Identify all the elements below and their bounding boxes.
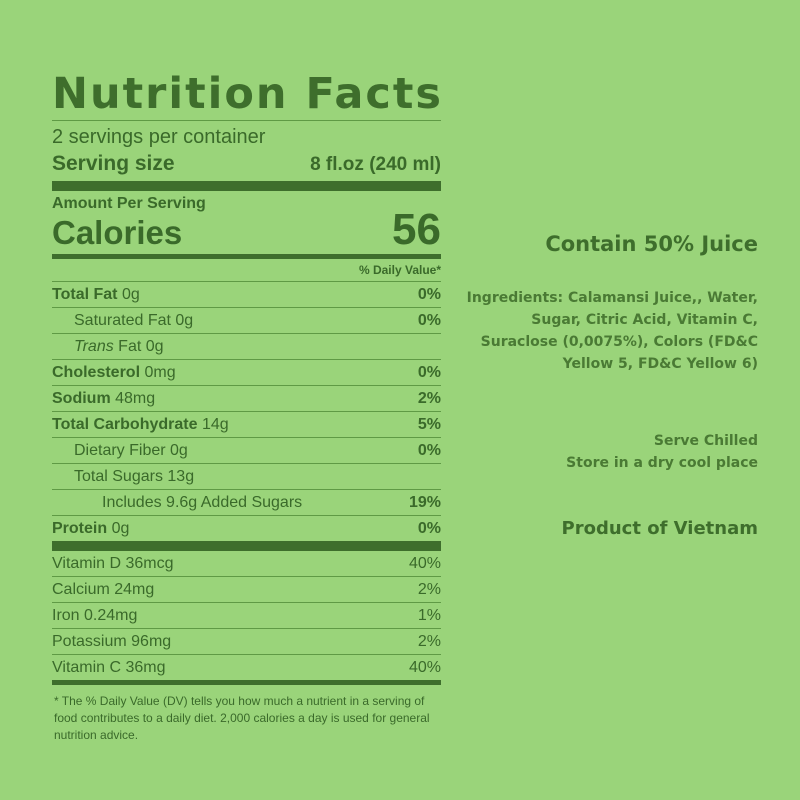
product-origin: Product of Vietnam xyxy=(561,518,758,539)
nutrient-dv: 2% xyxy=(417,389,441,407)
thick-divider xyxy=(52,541,441,551)
vitamin-row: Iron 0.24mg 1% xyxy=(52,602,441,628)
amount-per-serving: Amount Per Serving xyxy=(52,195,206,212)
nutrient-name: Cholesterol xyxy=(52,363,141,381)
vitamin-name: Vitamin D 36mcg xyxy=(52,554,174,572)
calories-label: Calories xyxy=(52,214,183,251)
thick-divider xyxy=(52,181,441,191)
vitamin-row: Potassium 96mg 2% xyxy=(52,628,441,654)
daily-value-footnote: * The % Daily Value (DV) tells you how m… xyxy=(54,694,430,742)
nutrient-name: Includes 9.6g Added Sugars xyxy=(102,493,303,511)
nutrient-row-dietary-fiber: Dietary Fiber 0g 0% xyxy=(52,437,441,463)
vitamin-name: Vitamin C 36mg xyxy=(52,658,166,676)
nutrient-dv: 0% xyxy=(417,441,441,459)
store-instructions: Store in a dry cool place xyxy=(566,455,758,471)
calories-row: Calories 56 xyxy=(52,205,441,254)
nutrient-dv: 0% xyxy=(417,519,441,537)
vitamin-name: Iron 0.24mg xyxy=(52,606,138,624)
nutrient-amount: 0mg xyxy=(144,363,176,381)
ingredients-text: Ingredients: Calamansi Juice,, Water, Su… xyxy=(466,290,758,372)
nutrient-name: Dietary Fiber xyxy=(74,441,166,459)
serving-size-value: 8 fl.oz (240 ml) xyxy=(310,154,441,175)
nutrient-amount: 48mg xyxy=(115,389,156,407)
nutrition-title: Nutrition Facts xyxy=(52,69,444,119)
nutrient-row-total-fat: Total Fat 0g 0% xyxy=(52,281,441,307)
vitamin-dv: 2% xyxy=(417,580,441,598)
nutrient-name: Total Sugars xyxy=(74,467,163,485)
nutrient-amount: 13g xyxy=(167,467,195,485)
calories-value: 56 xyxy=(392,205,441,254)
nutrient-amount: 0g xyxy=(111,519,130,537)
medium-divider xyxy=(52,680,441,685)
nutrient-amount: 0g xyxy=(121,285,140,303)
nutrient-name: Trans xyxy=(74,337,114,355)
nutrient-name: Protein xyxy=(52,519,108,537)
nutrient-row-trans-fat: Trans Fat 0g xyxy=(52,333,441,359)
nutrient-row-saturated-fat: Saturated Fat 0g 0% xyxy=(52,307,441,333)
vitamin-name: Calcium 24mg xyxy=(52,580,155,598)
serving-size-label: Serving size xyxy=(52,152,175,175)
nutrient-dv: 0% xyxy=(417,363,441,381)
servings-per-container: 2 servings per container xyxy=(52,126,266,148)
nutrient-name-rest: Fat xyxy=(118,337,142,355)
divider xyxy=(52,120,441,121)
nutrient-row-added-sugars: Includes 9.6g Added Sugars 19% xyxy=(52,489,441,515)
nutrient-row-sodium: Sodium 48mg 2% xyxy=(52,385,441,411)
nutrient-amount: 0g xyxy=(145,337,164,355)
vitamin-row: Vitamin D 36mcg 40% xyxy=(52,551,441,576)
nutrient-row-protein: Protein 0g 0% xyxy=(52,515,441,541)
nutrient-name: Sodium xyxy=(52,389,111,407)
nutrient-dv: 19% xyxy=(408,493,441,511)
daily-value-header: % Daily Value* xyxy=(358,263,441,277)
medium-divider xyxy=(52,254,441,259)
storage-instructions: Serve Chilled Store in a dry cool place xyxy=(566,430,758,474)
serving-size-row: Serving size 8 fl.oz (240 ml) xyxy=(52,151,441,181)
nutrient-dv: 0% xyxy=(417,285,441,303)
vitamin-dv: 40% xyxy=(408,658,441,676)
nutrition-facts-panel: Nutrition Facts 2 servings per container… xyxy=(52,68,441,744)
vitamin-row: Vitamin C 36mg 40% xyxy=(52,654,441,680)
nutrient-name: Saturated Fat xyxy=(74,311,171,329)
nutrient-amount: 14g xyxy=(201,415,229,433)
nutrient-name: Total Fat xyxy=(52,285,118,303)
nutrient-row-cholesterol: Cholesterol 0mg 0% xyxy=(52,359,441,385)
nutrient-row-total-carbohydrate: Total Carbohydrate 14g 5% xyxy=(52,411,441,437)
nutrient-amount: 0g xyxy=(175,311,194,329)
nutrient-dv: 5% xyxy=(417,415,441,433)
vitamin-name: Potassium 96mg xyxy=(52,632,172,650)
nutrient-amount: 0g xyxy=(170,441,188,459)
juice-content: Contain 50% Juice xyxy=(545,232,758,256)
vitamin-row: Calcium 24mg 2% xyxy=(52,576,441,602)
nutrient-row-total-sugars: Total Sugars 13g xyxy=(52,463,441,489)
nutrient-dv: 0% xyxy=(417,311,441,329)
vitamin-dv: 2% xyxy=(417,632,441,650)
vitamin-dv: 40% xyxy=(408,554,441,572)
serve-chilled: Serve Chilled xyxy=(653,433,758,449)
vitamin-dv: 1% xyxy=(417,606,441,624)
nutrient-name: Total Carbohydrate xyxy=(52,415,198,433)
